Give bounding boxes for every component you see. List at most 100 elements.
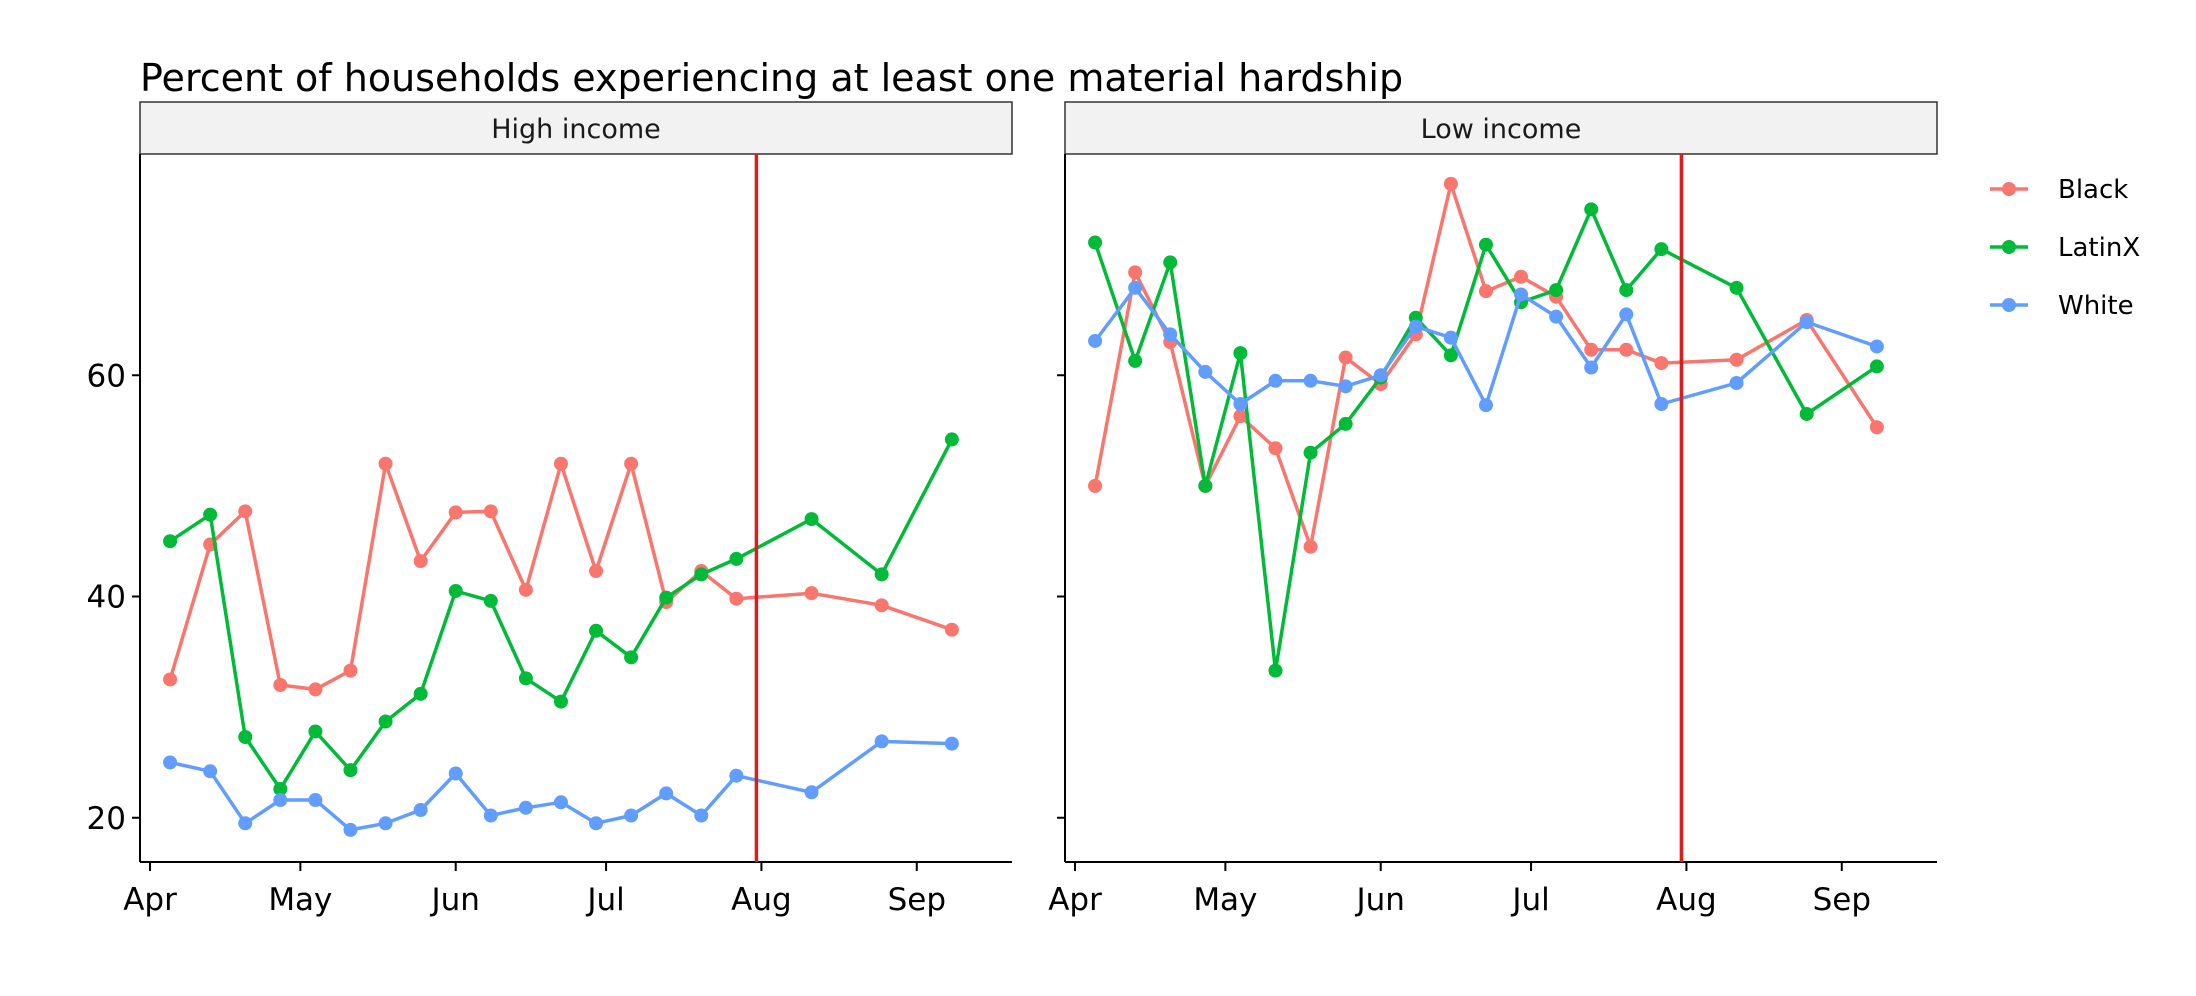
data-point-latinx <box>1128 353 1143 368</box>
series-line-latinx <box>1093 207 1879 673</box>
x-tick-label: Aug <box>731 882 792 918</box>
data-point-white <box>163 755 178 770</box>
series-line-white <box>1093 286 1879 407</box>
data-point-latinx <box>1268 663 1283 678</box>
data-point-black <box>238 504 253 519</box>
x-tick-label: May <box>1193 882 1257 918</box>
data-point-white <box>1163 327 1178 342</box>
data-point-white <box>1303 373 1318 388</box>
data-point-black <box>729 591 744 606</box>
legend-key-point <box>2002 182 2016 196</box>
data-point-black <box>518 582 533 597</box>
data-point-black <box>1619 342 1634 357</box>
legend-key-point <box>2002 240 2016 254</box>
legend: Black LatinX White <box>1990 175 2140 321</box>
x-tick-label: May <box>268 882 332 918</box>
x-tick-label: Apr <box>1048 882 1102 918</box>
data-point-white <box>1514 287 1529 302</box>
data-point-black <box>1443 176 1458 191</box>
data-point-white <box>413 803 428 818</box>
series-line-latinx <box>168 437 954 791</box>
data-point-black <box>413 554 428 569</box>
data-point-latinx <box>1233 346 1248 361</box>
data-point-latinx <box>804 512 819 527</box>
y-tick-label: 40 <box>87 580 126 616</box>
data-point-latinx <box>378 714 393 729</box>
data-point-white <box>1338 379 1353 394</box>
data-point-white <box>874 734 889 749</box>
data-point-white <box>659 786 674 801</box>
panel-high-income: High income 20 40 60 Apr May Jun Jul Aug Sep <box>87 101 1013 918</box>
data-point-white <box>238 816 253 831</box>
data-point-white <box>1549 309 1564 324</box>
data-point-latinx <box>343 763 358 778</box>
data-point-black <box>1729 352 1744 367</box>
data-point-latinx <box>1443 348 1458 363</box>
legend-label: Black <box>2058 175 2128 205</box>
y-tick-label: 20 <box>87 801 126 837</box>
series-latinx <box>163 432 959 796</box>
data-point-black <box>1654 356 1669 371</box>
legend-label: LatinX <box>2058 233 2140 263</box>
x-tick-label: Jul <box>1510 882 1549 918</box>
data-point-latinx <box>589 623 604 638</box>
data-point-black <box>483 504 498 519</box>
legend-item-latinx: LatinX <box>1990 233 2140 263</box>
panel-low-income: Low income Apr May Jun Jul Aug Sep <box>1048 101 1938 918</box>
data-point-white <box>1478 398 1493 413</box>
data-point-latinx <box>1549 283 1564 298</box>
data-point-black <box>589 564 604 579</box>
panel-strip <box>1064 101 1938 155</box>
data-point-latinx <box>659 590 674 605</box>
data-point-black <box>553 456 568 471</box>
data-point-latinx <box>1799 406 1814 421</box>
data-point-black <box>1088 478 1103 493</box>
data-point-latinx <box>874 567 889 582</box>
data-point-latinx <box>413 686 428 701</box>
data-point-black <box>1128 265 1143 280</box>
data-point-black <box>378 456 393 471</box>
data-point-latinx <box>1303 445 1318 460</box>
data-point-white <box>553 795 568 810</box>
panel-strip-label: High income <box>491 114 661 145</box>
data-point-latinx <box>308 724 323 739</box>
data-point-black <box>944 622 959 637</box>
panel-strip <box>139 101 1013 155</box>
data-point-latinx <box>1654 242 1669 257</box>
data-point-black <box>1233 409 1248 424</box>
data-point-black <box>448 505 463 520</box>
data-point-latinx <box>729 551 744 566</box>
data-point-white <box>589 816 604 831</box>
x-tick-label: Jun <box>1355 882 1405 918</box>
data-point-latinx <box>1338 416 1353 431</box>
data-point-white <box>483 808 498 823</box>
data-point-white <box>1233 397 1248 412</box>
data-point-latinx <box>1088 235 1103 250</box>
data-point-white <box>624 808 639 823</box>
data-point-black <box>273 678 288 692</box>
data-point-latinx <box>944 432 959 447</box>
data-point-latinx <box>1729 280 1744 295</box>
x-tick-label: Aug <box>1656 882 1717 918</box>
data-point-latinx <box>553 694 568 709</box>
data-point-white <box>1128 280 1143 295</box>
data-point-latinx <box>1163 255 1178 270</box>
data-point-black <box>874 598 889 613</box>
data-point-white <box>1373 368 1388 383</box>
data-point-latinx <box>518 671 533 686</box>
data-point-white <box>448 766 463 781</box>
data-point-white <box>1408 319 1423 334</box>
data-point-white <box>1619 307 1634 322</box>
series-latinx <box>1088 202 1884 678</box>
x-tick-label: Jul <box>585 882 624 918</box>
data-point-white <box>694 808 709 823</box>
data-point-latinx <box>163 534 178 549</box>
legend-item-black: Black <box>1990 175 2128 205</box>
data-point-latinx <box>694 567 709 582</box>
data-point-latinx <box>1619 283 1634 298</box>
x-tick-label: Apr <box>123 882 177 918</box>
data-point-white <box>729 768 744 783</box>
data-point-white <box>203 764 218 779</box>
data-point-white <box>308 793 323 808</box>
